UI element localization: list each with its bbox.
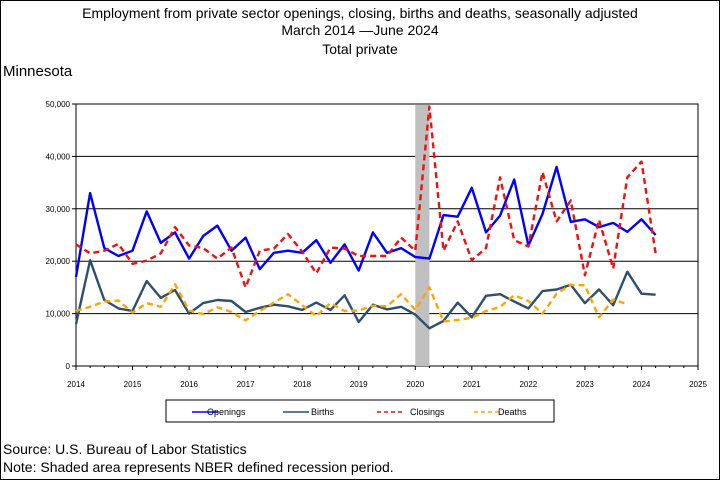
chart-title: Employment from private sector openings,…	[82, 5, 638, 21]
chart-subtitle: Total private	[322, 41, 398, 57]
series-closings-line	[75, 105, 657, 289]
plot-area	[75, 103, 699, 367]
x-tick-label: 2014	[67, 380, 85, 389]
chart-date-range: March 2014 —June 2024	[281, 22, 439, 38]
y-tick-label: 30,000	[46, 205, 71, 214]
x-tick-label: 2016	[180, 380, 198, 389]
legend-label-openings: Openings	[207, 407, 246, 417]
series-openings-line	[74, 165, 657, 278]
x-tick-label: 2023	[576, 380, 594, 389]
source-note: Source: U.S. Bureau of Labor Statistics	[3, 441, 247, 457]
x-tick-label: 2022	[519, 380, 537, 389]
x-tick-label: 2015	[124, 380, 142, 389]
series-deaths-line	[75, 283, 628, 323]
legend-label-closings: Closings	[410, 407, 445, 417]
x-tick-label: 2020	[406, 380, 424, 389]
y-tick-label: 40,000	[46, 152, 71, 161]
y-tick-label: 10,000	[46, 310, 71, 319]
x-tick-label: 2018	[293, 380, 311, 389]
y-tick-label: 0	[66, 362, 71, 371]
x-tick-label: 2017	[237, 380, 255, 389]
legend-label-deaths: Deaths	[498, 407, 527, 417]
region-label: Minnesota	[3, 63, 73, 80]
series-births-line	[74, 259, 656, 330]
x-tick-label: 2025	[689, 380, 707, 389]
recession-note: Note: Shaded area represents NBER define…	[3, 459, 394, 475]
x-tick-label: 2021	[463, 380, 481, 389]
legend-label-births: Births	[311, 407, 335, 417]
x-tick-label: 2019	[350, 380, 368, 389]
y-tick-label: 20,000	[46, 257, 71, 266]
x-tick-label: 2024	[633, 380, 651, 389]
y-tick-label: 50,000	[46, 100, 71, 109]
legend	[165, 399, 555, 423]
recession-shade	[415, 105, 430, 366]
